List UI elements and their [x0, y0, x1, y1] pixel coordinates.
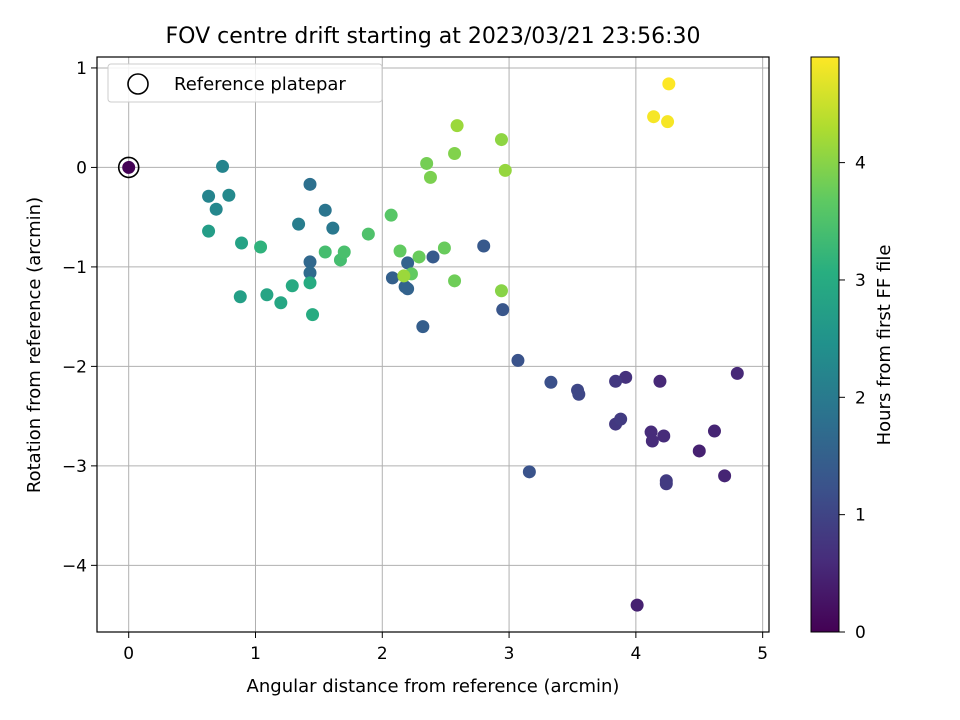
data-point	[274, 296, 288, 310]
data-point	[718, 469, 732, 483]
colorbar-gradient	[810, 56, 840, 633]
data-point	[235, 236, 249, 250]
data-point	[437, 241, 451, 255]
legend-box	[107, 63, 383, 103]
y-tick-label: −4	[62, 556, 87, 576]
colorbar-tick-label: 0	[855, 623, 866, 643]
data-point	[522, 465, 536, 479]
legend-label: Reference platepar	[174, 74, 346, 95]
y-tick-label: −1	[62, 258, 87, 278]
data-point	[361, 227, 375, 241]
data-point	[326, 221, 340, 235]
data-point	[303, 177, 317, 191]
colorbar-tick-label: 3	[855, 271, 866, 291]
x-tick-label: 1	[250, 644, 261, 664]
data-point	[614, 412, 628, 426]
y-axis-label: Rotation from reference (arcmin)	[24, 197, 45, 493]
y-tick-label: 1	[76, 59, 87, 79]
x-axis-label: Angular distance from reference (arcmin)	[247, 676, 620, 697]
data-point	[661, 115, 675, 129]
data-point	[416, 320, 430, 334]
data-point	[385, 271, 399, 285]
data-points	[117, 77, 744, 612]
data-point	[401, 282, 415, 296]
data-point	[384, 208, 398, 222]
data-point	[657, 429, 671, 443]
data-point	[496, 303, 510, 317]
data-point	[494, 133, 508, 147]
colorbar-ticks: 0 1 2 3 4	[839, 154, 866, 643]
data-point	[233, 290, 247, 304]
data-point	[477, 239, 491, 253]
chart-title: FOV centre drift starting at 2023/03/21 …	[166, 24, 701, 49]
data-point	[730, 366, 744, 380]
data-point	[202, 189, 216, 203]
data-point	[707, 424, 721, 438]
data-point	[397, 269, 411, 283]
x-tick-label: 2	[377, 644, 388, 664]
data-point	[420, 156, 434, 170]
data-point	[630, 598, 644, 612]
data-point	[122, 160, 136, 174]
reference-platepar-marker	[117, 156, 140, 179]
data-point	[222, 188, 236, 202]
data-point	[303, 276, 317, 290]
data-point	[303, 255, 317, 269]
y-tick-label: −2	[62, 357, 87, 377]
colorbar-label: Hours from first FF file	[874, 245, 895, 446]
data-point	[401, 256, 415, 270]
data-point	[609, 374, 623, 388]
colorbar-tick-label: 1	[855, 506, 866, 526]
data-point	[662, 77, 676, 91]
data-point	[337, 245, 351, 259]
x-tick-label: 3	[504, 644, 515, 664]
data-point	[318, 245, 332, 259]
data-point	[393, 244, 407, 258]
data-point	[285, 279, 299, 293]
data-point	[260, 288, 274, 302]
data-point	[412, 250, 426, 264]
data-point	[448, 274, 462, 288]
data-point	[318, 203, 332, 217]
data-point	[216, 159, 230, 173]
data-point	[645, 434, 659, 448]
colorbar-tick-label: 4	[855, 154, 866, 174]
data-point	[647, 110, 661, 124]
x-tick-label: 4	[630, 644, 641, 664]
data-point	[448, 146, 462, 160]
legend-reference-marker	[127, 73, 149, 95]
data-point	[653, 374, 667, 388]
data-point	[659, 477, 673, 491]
data-point	[619, 370, 633, 384]
colorbar: 0 1 2 3 4 Hours from first FF file	[810, 56, 895, 643]
data-point	[494, 284, 508, 298]
data-point	[572, 387, 586, 401]
x-axis: 0 1 2 3 4 5	[123, 632, 768, 664]
x-tick-label: 0	[123, 644, 134, 664]
x-tick-label: 5	[757, 644, 768, 664]
data-point	[426, 250, 440, 264]
data-point	[450, 119, 464, 133]
colorbar-tick-label: 2	[855, 388, 866, 408]
data-point	[306, 308, 320, 322]
plot-frame	[96, 56, 770, 633]
data-point	[498, 163, 512, 177]
y-tick-label: 0	[76, 158, 87, 178]
data-point	[303, 266, 317, 280]
data-point	[511, 353, 525, 367]
grid	[97, 57, 769, 632]
y-axis: 1 0 −1 −2 −3 −4	[62, 59, 97, 576]
data-point	[292, 217, 306, 231]
data-point	[254, 240, 268, 254]
data-point	[692, 444, 706, 458]
data-point	[209, 202, 223, 216]
data-point	[544, 375, 558, 389]
data-point	[423, 170, 437, 184]
legend: Reference platepar	[107, 63, 383, 103]
y-tick-label: −3	[62, 457, 87, 477]
data-point	[202, 224, 216, 238]
